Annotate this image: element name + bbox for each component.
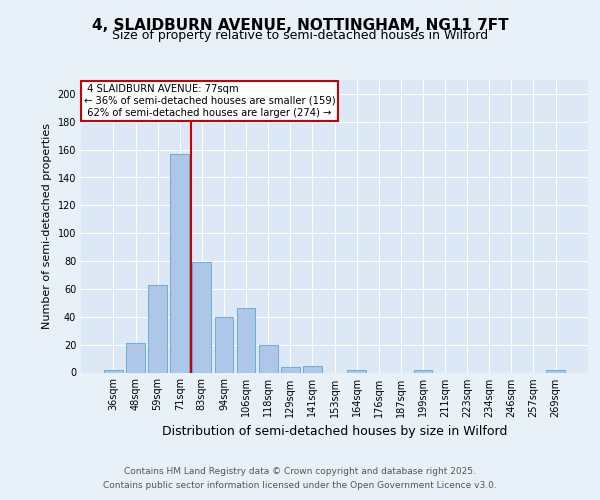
Bar	[104, 370, 123, 372]
Bar	[546, 370, 565, 372]
Y-axis label: Number of semi-detached properties: Number of semi-detached properties	[42, 123, 52, 329]
Bar	[193, 262, 211, 372]
X-axis label: Distribution of semi-detached houses by size in Wilford: Distribution of semi-detached houses by …	[162, 425, 507, 438]
Bar	[148, 285, 167, 372]
Text: Contains HM Land Registry data © Crown copyright and database right 2025.: Contains HM Land Registry data © Crown c…	[124, 467, 476, 476]
Text: Contains public sector information licensed under the Open Government Licence v3: Contains public sector information licen…	[103, 481, 497, 490]
Bar	[303, 366, 322, 372]
Text: Size of property relative to semi-detached houses in Wilford: Size of property relative to semi-detach…	[112, 29, 488, 42]
Bar	[170, 154, 189, 372]
Text: 4 SLAIDBURN AVENUE: 77sqm
← 36% of semi-detached houses are smaller (159)
 62% o: 4 SLAIDBURN AVENUE: 77sqm ← 36% of semi-…	[83, 84, 335, 117]
Bar	[215, 317, 233, 372]
Bar	[236, 308, 256, 372]
Bar	[413, 370, 433, 372]
Bar	[126, 343, 145, 372]
Bar	[347, 370, 366, 372]
Bar	[259, 344, 278, 372]
Text: 4, SLAIDBURN AVENUE, NOTTINGHAM, NG11 7FT: 4, SLAIDBURN AVENUE, NOTTINGHAM, NG11 7F…	[92, 18, 508, 32]
Bar	[281, 367, 299, 372]
